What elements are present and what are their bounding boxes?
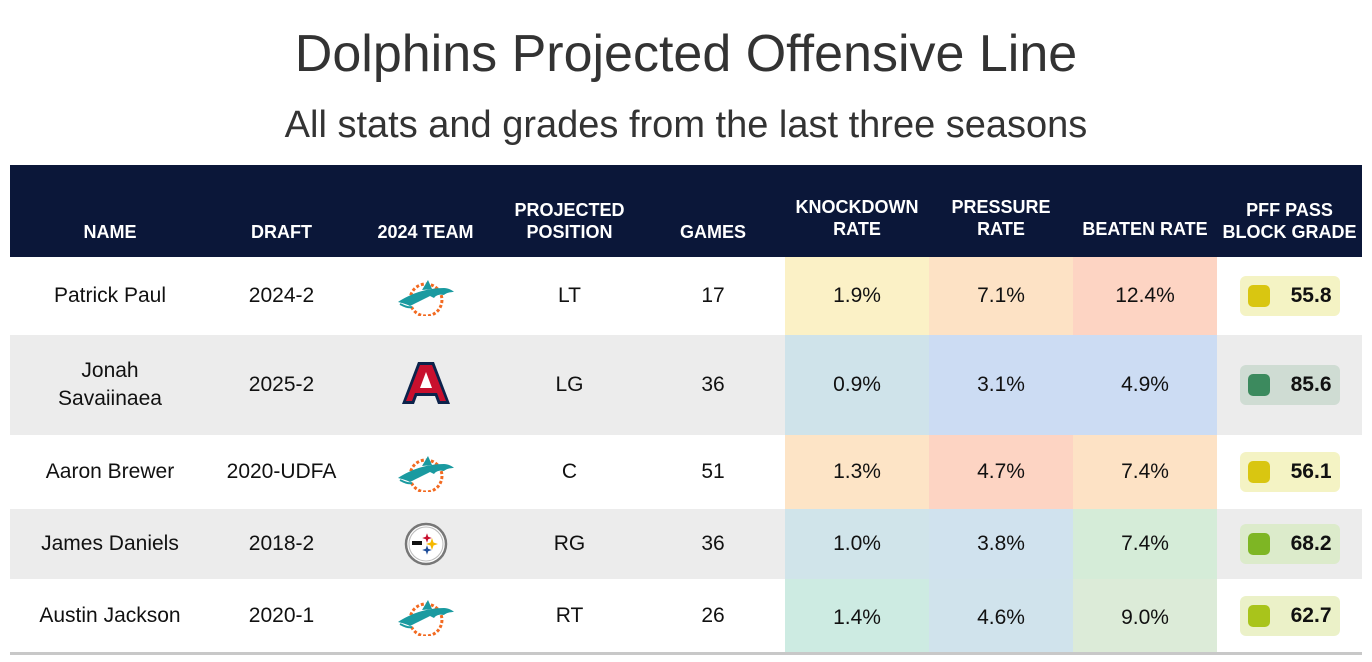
grade-color-swatch <box>1247 374 1270 396</box>
position-cell: RG <box>553 532 586 555</box>
player-name: Aaron Brewer <box>45 460 175 483</box>
grade-color-swatch <box>1247 533 1270 555</box>
beaten-cell: 7.4% <box>1073 435 1217 509</box>
table-header: NAME DRAFT 2024 TEAM PROJECTED POSITION … <box>10 165 1362 257</box>
header-knockdown[interactable]: KNOCKDOWN RATE <box>795 197 919 239</box>
pressure-cell: 4.6% <box>929 579 1073 653</box>
table-row: Aaron Brewer 2020-UDFA C 51 1.3% 4.7% 7.4% 56.1 <box>10 435 1362 509</box>
grade-value: 62.7 <box>1290 604 1332 627</box>
grade-badge: 62.7 <box>1239 596 1340 636</box>
beaten-cell: 7.4% <box>1073 509 1217 579</box>
chart-subtitle: All stats and grades from the last three… <box>284 104 1088 146</box>
header-name[interactable]: NAME <box>83 222 137 242</box>
grade-badge: 56.1 <box>1239 452 1340 492</box>
player-name: Jonah Savaiinaea <box>58 359 162 410</box>
grade-value: 85.6 <box>1290 373 1332 396</box>
games-cell: 36 <box>701 373 725 396</box>
header-beaten[interactable]: BEATEN RATE <box>1082 219 1208 239</box>
dolphins-logo-icon <box>396 456 456 492</box>
draft-cell: 2025-2 <box>248 373 315 396</box>
knockdown-cell: 1.3% <box>785 435 929 509</box>
header-games[interactable]: GAMES <box>679 222 746 242</box>
draft-cell: 2018-2 <box>248 532 315 555</box>
dolphins-logo-icon <box>396 600 456 636</box>
draft-cell: 2020-1 <box>248 604 315 627</box>
player-name: Austin Jackson <box>39 604 181 627</box>
pressure-cell: 3.8% <box>929 509 1073 579</box>
header-draft[interactable]: DRAFT <box>251 222 312 242</box>
team-cell <box>353 435 498 509</box>
header-position[interactable]: PROJECTED POSITION <box>514 200 625 242</box>
games-cell: 26 <box>701 604 725 627</box>
games-cell: 17 <box>701 284 725 307</box>
knockdown-cell: 1.4% <box>785 579 929 653</box>
team-cell <box>353 509 498 579</box>
grade-color-swatch <box>1247 605 1270 627</box>
team-cell <box>353 335 498 435</box>
grade-value: 56.1 <box>1290 460 1332 483</box>
team-cell <box>353 257 498 335</box>
grade-badge: 85.6 <box>1239 365 1340 405</box>
knockdown-cell: 0.9% <box>785 335 929 435</box>
table-row: Patrick Paul 2024-2 LT 17 1.9% 7.1% 12.4% 55.8 <box>10 257 1362 335</box>
position-cell: C <box>561 460 578 483</box>
draft-cell: 2020-UDFA <box>226 460 337 483</box>
chart-title: Dolphins Projected Offensive Line <box>294 25 1078 83</box>
position-cell: LT <box>558 284 581 307</box>
stats-table: NAME DRAFT 2024 TEAM PROJECTED POSITION … <box>10 165 1362 653</box>
header-grade[interactable]: PFF PASS BLOCK GRADE <box>1222 200 1357 242</box>
draft-cell: 2024-2 <box>248 284 315 307</box>
grade-value: 68.2 <box>1290 532 1332 555</box>
knockdown-cell: 1.9% <box>785 257 929 335</box>
grade-cell: 62.7 <box>1217 579 1362 653</box>
table-bottom-border <box>10 652 1362 655</box>
grade-cell: 55.8 <box>1217 257 1362 335</box>
grade-badge: 55.8 <box>1239 276 1340 316</box>
grade-cell: 85.6 <box>1217 335 1362 435</box>
header-team[interactable]: 2024 TEAM <box>377 222 474 242</box>
grade-value: 55.8 <box>1290 284 1332 307</box>
dolphins-logo-icon <box>396 280 456 316</box>
games-cell: 36 <box>701 532 725 555</box>
beaten-cell: 4.9% <box>1073 335 1217 435</box>
knockdown-cell: 1.0% <box>785 509 929 579</box>
position-cell: RT <box>555 604 584 627</box>
team-cell <box>353 579 498 653</box>
position-cell: LG <box>555 373 584 396</box>
grade-badge: 68.2 <box>1239 524 1340 564</box>
grade-cell: 56.1 <box>1217 435 1362 509</box>
grade-color-swatch <box>1247 461 1270 483</box>
grade-color-swatch <box>1247 285 1270 307</box>
pressure-cell: 3.1% <box>929 335 1073 435</box>
table-row: Austin Jackson 2020-1 RT 26 1.4% 4.6% 9.0% 62.7 <box>10 579 1362 653</box>
player-name: Patrick Paul <box>53 284 167 307</box>
arizona-logo-icon <box>400 362 452 404</box>
pressure-cell: 4.7% <box>929 435 1073 509</box>
grade-cell: 68.2 <box>1217 509 1362 579</box>
beaten-cell: 9.0% <box>1073 579 1217 653</box>
steelers-logo-icon <box>404 522 448 566</box>
table-row: Jonah Savaiinaea 2025-2 LG 36 0.9% 3.1% 4.9% 85… <box>10 335 1362 435</box>
table-row: James Daniels 2018-2 RG 36 1.0% 3.8% 7.4% 68.2 <box>10 509 1362 579</box>
beaten-cell: 12.4% <box>1073 257 1217 335</box>
games-cell: 51 <box>701 460 725 483</box>
header-pressure[interactable]: PRESSURE RATE <box>951 197 1051 239</box>
player-name: James Daniels <box>41 532 179 555</box>
pressure-cell: 7.1% <box>929 257 1073 335</box>
